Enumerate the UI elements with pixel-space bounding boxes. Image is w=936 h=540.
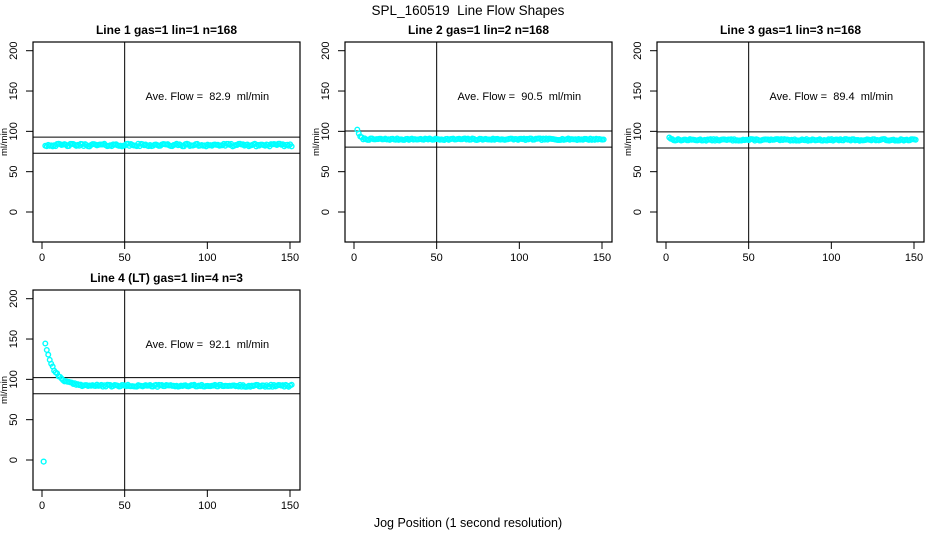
data-point bbox=[288, 143, 295, 150]
x-tick-label: 150 bbox=[905, 252, 923, 264]
data-point bbox=[600, 136, 607, 143]
x-tick-label: 0 bbox=[351, 252, 357, 264]
y-tick-label: 100 bbox=[632, 122, 644, 140]
ave-flow-annotation: Ave. Flow = 82.9 ml/min bbox=[146, 91, 270, 103]
panel-svg: Line 4 (LT) gas=1 lin=4 n=3 0 50 100 150 200 0… bbox=[0, 271, 301, 512]
y-tick-label: 200 bbox=[8, 290, 20, 308]
ave-flow-annotation: Ave. Flow = 92.1 ml/min bbox=[146, 339, 270, 351]
x-tick-label: 100 bbox=[198, 500, 216, 512]
panel-svg: Line 3 gas=1 lin=3 n=168 0 50 100 150 200 0 50 1… bbox=[623, 23, 925, 264]
y-tick-label: 200 bbox=[8, 42, 20, 60]
y-tick-label: 0 bbox=[8, 209, 20, 215]
data-point bbox=[355, 130, 362, 137]
x-tick-label: 50 bbox=[743, 252, 755, 264]
ave-flow-annotation: Ave. Flow = 89.4 ml/min bbox=[770, 91, 894, 103]
data-point bbox=[912, 136, 919, 143]
panel-svg: Line 1 gas=1 lin=1 n=168 0 50 100 150 200 0 50 1… bbox=[0, 23, 301, 264]
figure-title: SPL_160519 Line Flow Shapes bbox=[371, 3, 565, 18]
y-tick-label: 150 bbox=[8, 330, 20, 348]
y-tick-label: 50 bbox=[632, 166, 644, 178]
x-tick-label: 0 bbox=[663, 252, 669, 264]
data-point bbox=[45, 351, 52, 358]
y-tick-label: 0 bbox=[320, 209, 332, 215]
x-tick-label: 0 bbox=[39, 500, 45, 512]
panel-line-4: Line 4 (LT) gas=1 lin=4 n=3 0 50 100 150 200 0… bbox=[0, 268, 312, 521]
plot-box bbox=[32, 41, 301, 243]
panel-title: Line 1 gas=1 lin=1 n=168 bbox=[96, 23, 237, 37]
y-axis-unit-label: ml/min bbox=[624, 128, 634, 156]
y-tick-label: 0 bbox=[632, 209, 644, 215]
x-tick-label: 50 bbox=[119, 500, 131, 512]
x-tick-label: 0 bbox=[39, 252, 45, 264]
y-tick-label: 50 bbox=[8, 414, 20, 426]
y-tick-label: 100 bbox=[320, 122, 332, 140]
data-point bbox=[288, 381, 295, 388]
panel-line-2: Line 2 gas=1 lin=2 n=168 0 50 100 150 200 0 50 1… bbox=[311, 20, 624, 273]
data-point-outlier bbox=[40, 458, 47, 465]
panel-line-3: Line 3 gas=1 lin=3 n=168 0 50 100 150 200 0 50 1… bbox=[623, 20, 936, 273]
plot-box bbox=[344, 41, 613, 243]
x-tick-label: 150 bbox=[281, 252, 299, 264]
y-tick-label: 150 bbox=[632, 82, 644, 100]
y-tick-label: 50 bbox=[8, 166, 20, 178]
x-tick-label: 100 bbox=[510, 252, 528, 264]
x-axis-label: Jog Position (1 second resolution) bbox=[373, 516, 563, 530]
y-axis-unit-label: ml/min bbox=[0, 128, 10, 156]
y-axis-unit-label: ml/min bbox=[312, 128, 322, 156]
data-point bbox=[43, 346, 50, 353]
data-points bbox=[42, 140, 295, 150]
panel-svg: Line 2 gas=1 lin=2 n=168 0 50 100 150 200 0 50 1… bbox=[311, 23, 613, 264]
data-point bbox=[42, 340, 49, 347]
y-tick-label: 100 bbox=[8, 370, 20, 388]
y-axis-unit-label: ml/min bbox=[0, 376, 10, 404]
x-tick-label: 100 bbox=[198, 252, 216, 264]
x-tick-label: 50 bbox=[431, 252, 443, 264]
panel-title: Line 4 (LT) gas=1 lin=4 n=3 bbox=[90, 271, 243, 285]
x-tick-label: 50 bbox=[119, 252, 131, 264]
y-tick-label: 0 bbox=[8, 457, 20, 463]
panel-title: Line 2 gas=1 lin=2 n=168 bbox=[408, 23, 549, 37]
y-tick-label: 150 bbox=[320, 82, 332, 100]
y-tick-label: 100 bbox=[8, 122, 20, 140]
data-points bbox=[40, 340, 295, 465]
data-point bbox=[54, 370, 61, 377]
data-points bbox=[354, 126, 607, 144]
ave-flow-annotation: Ave. Flow = 90.5 ml/min bbox=[458, 91, 582, 103]
panel-line-1: Line 1 gas=1 lin=1 n=168 0 50 100 150 200 0 50 1… bbox=[0, 20, 312, 273]
y-tick-label: 50 bbox=[320, 166, 332, 178]
x-tick-label: 150 bbox=[281, 500, 299, 512]
plot-box bbox=[656, 41, 925, 243]
plot-box bbox=[32, 289, 301, 491]
y-tick-label: 200 bbox=[320, 42, 332, 60]
y-tick-label: 200 bbox=[632, 42, 644, 60]
panel-title: Line 3 gas=1 lin=3 n=168 bbox=[720, 23, 861, 37]
x-tick-label: 150 bbox=[593, 252, 611, 264]
data-points bbox=[666, 134, 919, 144]
x-tick-label: 100 bbox=[822, 252, 840, 264]
y-tick-label: 150 bbox=[8, 82, 20, 100]
